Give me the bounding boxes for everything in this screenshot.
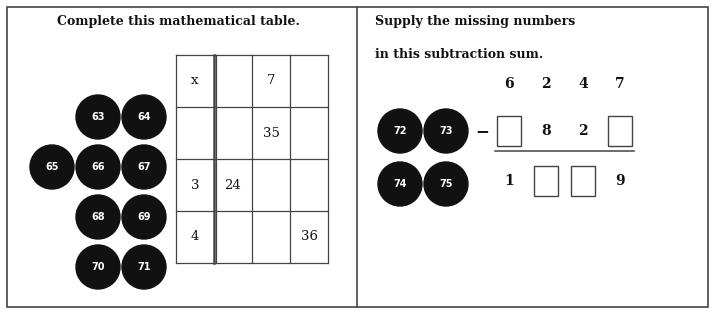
Text: 69: 69 (137, 212, 151, 222)
Circle shape (122, 145, 166, 189)
Circle shape (30, 145, 74, 189)
Text: 24: 24 (225, 178, 242, 192)
Text: Supply the missing numbers: Supply the missing numbers (375, 15, 576, 29)
Circle shape (122, 195, 166, 239)
Text: 2: 2 (541, 77, 551, 91)
Text: Complete this mathematical table.: Complete this mathematical table. (56, 15, 300, 29)
Circle shape (378, 109, 422, 153)
Text: 4: 4 (191, 230, 199, 243)
Text: 2: 2 (578, 124, 588, 138)
Text: x: x (191, 74, 199, 88)
Bar (534, 166, 558, 196)
Text: 67: 67 (137, 162, 151, 172)
Circle shape (378, 162, 422, 206)
Circle shape (424, 109, 468, 153)
Text: in this subtraction sum.: in this subtraction sum. (375, 48, 543, 62)
Text: 9: 9 (615, 174, 625, 188)
Bar (571, 166, 595, 196)
Text: 6: 6 (504, 77, 514, 91)
Text: 68: 68 (92, 212, 105, 222)
Text: 35: 35 (262, 127, 280, 139)
Circle shape (76, 245, 120, 289)
Text: −: − (475, 122, 489, 140)
Text: 66: 66 (92, 162, 105, 172)
Text: 65: 65 (45, 162, 59, 172)
Text: 3: 3 (191, 178, 199, 192)
Text: 7: 7 (267, 74, 275, 88)
Text: 7: 7 (615, 77, 625, 91)
Text: 73: 73 (439, 126, 453, 136)
Circle shape (76, 95, 120, 139)
Circle shape (122, 95, 166, 139)
Text: 36: 36 (300, 230, 317, 243)
Text: 72: 72 (393, 126, 407, 136)
Text: 74: 74 (393, 179, 407, 189)
Circle shape (424, 162, 468, 206)
Text: 63: 63 (92, 112, 105, 122)
Circle shape (76, 145, 120, 189)
Text: 1: 1 (504, 174, 514, 188)
Circle shape (76, 195, 120, 239)
Text: 75: 75 (439, 179, 453, 189)
Bar (497, 116, 521, 146)
Text: 70: 70 (92, 262, 105, 272)
Text: 71: 71 (137, 262, 151, 272)
Bar (608, 116, 632, 146)
Text: 8: 8 (541, 124, 551, 138)
Text: 4: 4 (578, 77, 588, 91)
Text: 64: 64 (137, 112, 151, 122)
Circle shape (122, 245, 166, 289)
